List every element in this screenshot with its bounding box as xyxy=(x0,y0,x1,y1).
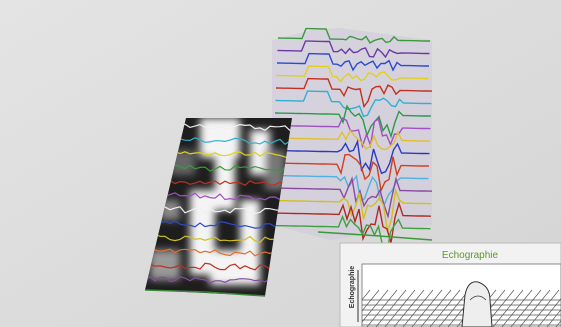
inset-title: Echographie xyxy=(442,250,499,261)
waterfall-line xyxy=(276,65,429,83)
inset-grid-line xyxy=(393,289,425,327)
waterfall-line xyxy=(270,214,431,259)
inset-grid-line xyxy=(366,289,398,327)
inset-grid-line xyxy=(510,289,542,327)
waterfall-fill xyxy=(272,28,432,240)
surface-edge xyxy=(144,289,266,297)
surface-line xyxy=(145,206,292,216)
waterfall-line xyxy=(276,52,429,72)
waterfall-line xyxy=(274,104,432,139)
inset-panel: Echographie Echographie xyxy=(339,242,561,327)
waterfall-line xyxy=(270,201,432,243)
waterfall-line xyxy=(271,187,432,232)
surface-line xyxy=(145,220,292,229)
inset-grid-line xyxy=(537,298,561,327)
inset-grid-line xyxy=(375,289,407,327)
inset-grid-line xyxy=(528,289,560,327)
inset-grid-line xyxy=(429,289,461,327)
inset-axis-label: Echographie xyxy=(349,266,356,309)
inset-plot xyxy=(361,263,561,327)
waterfall-line xyxy=(275,90,432,118)
waterfall-line xyxy=(272,174,429,206)
waterfall-line xyxy=(273,139,430,175)
waterfall-line xyxy=(271,176,433,219)
inset-grid-line xyxy=(402,289,434,327)
waterfall-base xyxy=(317,231,433,241)
waterfall-line xyxy=(272,153,430,193)
inset-grid-line xyxy=(362,289,380,312)
inset-blob-line xyxy=(469,295,487,301)
inset-grid-line xyxy=(362,289,389,323)
waterfall-line xyxy=(277,27,430,44)
inset-grid-line xyxy=(501,289,533,327)
waterfall-line xyxy=(273,129,431,151)
inset-grid-line xyxy=(519,289,551,327)
inset-grid-line xyxy=(492,289,524,327)
inset-blob xyxy=(461,281,493,327)
waterfall-line xyxy=(275,77,433,109)
waterfall-line xyxy=(274,117,431,149)
inset-grid-line xyxy=(362,289,371,301)
inset-grid xyxy=(362,281,561,327)
inset-grid-line xyxy=(438,289,470,327)
inset-grid-line xyxy=(420,289,452,327)
inset-grid-line xyxy=(546,309,561,327)
inset-grid-line xyxy=(411,289,443,327)
waterfall-line xyxy=(277,40,430,59)
waterfall xyxy=(270,27,433,259)
surface-line xyxy=(145,233,292,243)
inset-grid-line xyxy=(384,289,416,327)
